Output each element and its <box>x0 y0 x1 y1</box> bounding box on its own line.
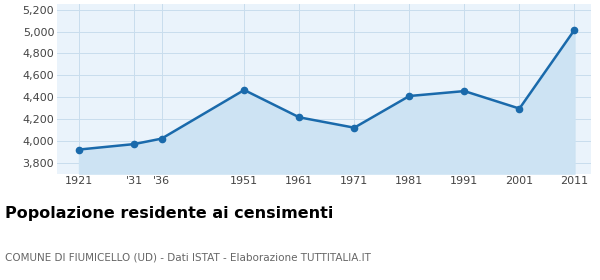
Text: COMUNE DI FIUMICELLO (UD) - Dati ISTAT - Elaborazione TUTTITALIA.IT: COMUNE DI FIUMICELLO (UD) - Dati ISTAT -… <box>5 252 371 262</box>
Text: Popolazione residente ai censimenti: Popolazione residente ai censimenti <box>5 206 333 221</box>
